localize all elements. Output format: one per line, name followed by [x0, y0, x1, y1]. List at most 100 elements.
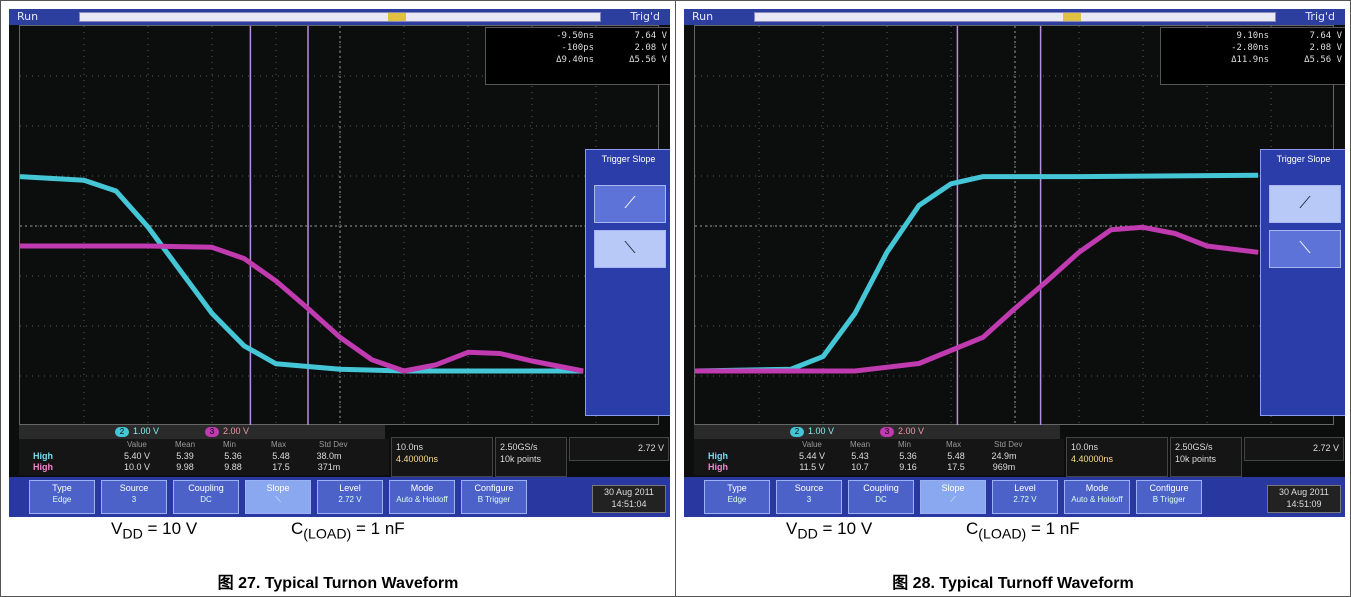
- rising-edge-icon: ⟋: [1299, 195, 1311, 212]
- status-bar: Run Trig'd: [684, 9, 1345, 25]
- cursor-b-time: -100ps: [561, 43, 594, 53]
- stat-cell: 24.9m: [991, 451, 1017, 461]
- run-status: Run: [692, 10, 714, 23]
- level-button-label: Level: [339, 483, 361, 493]
- oscilloscope-screen: Run Trig'd 9.10ns 7.64 V -2.80ns 2.08 V Δ1…: [684, 9, 1345, 517]
- trigger-slope-menu: Trigger Slope ⟋ ⟍: [1260, 149, 1345, 416]
- cursor-delta-time: Δ11.9ns: [1231, 55, 1269, 65]
- sample-rate: 2.50GS/s: [1175, 442, 1213, 452]
- record-view-bar: [754, 12, 1276, 22]
- source-button[interactable]: Source 3: [101, 480, 167, 514]
- condition-labels: VDD = 10 V C(LOAD) = 1 nF: [676, 517, 1350, 547]
- graticule: [694, 25, 1335, 426]
- stat-header: Std Dev: [319, 440, 348, 449]
- configure-button-value: B Trigger: [1152, 495, 1186, 504]
- level-button[interactable]: Level 2.72 V: [317, 480, 383, 514]
- stat-cell: 5.48: [272, 451, 290, 461]
- trigger-slope-title: Trigger Slope: [1276, 154, 1331, 164]
- stat-cell: 17.5: [272, 462, 290, 472]
- channel-3-trace: [695, 224, 1259, 374]
- horizontal-scale: 10.0ns: [396, 442, 424, 452]
- cursor-delta-volt: Δ5.56 V: [1304, 55, 1342, 65]
- coupling-button[interactable]: Coupling DC: [173, 480, 239, 514]
- stat-cell: 38.0m: [316, 451, 342, 461]
- configure-button-label: Configure: [1149, 483, 1189, 493]
- stat-cell: 969m: [992, 462, 1016, 472]
- vdd-label: VDD = 10 V: [786, 519, 872, 542]
- cload-value: = 1 nF: [1031, 519, 1080, 538]
- level-button[interactable]: Level 2.72 V: [992, 480, 1058, 514]
- stat-row-label: High: [708, 451, 728, 461]
- mode-button-label: Mode: [1085, 483, 1109, 493]
- trigger-status: Trig'd: [630, 10, 660, 23]
- slope-rising-option[interactable]: ⟋: [594, 185, 666, 223]
- stat-header: Mean: [850, 440, 871, 449]
- trigger-status: Trig'd: [1305, 10, 1335, 23]
- falling-edge-icon: ⟍: [624, 240, 636, 257]
- date: 30 Aug 2011: [604, 487, 654, 497]
- slope-rising-option[interactable]: ⟋: [1269, 185, 1341, 223]
- slope-falling-option[interactable]: ⟍: [594, 230, 666, 268]
- slope-falling-option[interactable]: ⟍: [1269, 230, 1341, 268]
- stat-cell: 5.36: [224, 451, 242, 461]
- type-button[interactable]: Type Edge: [29, 480, 95, 514]
- source-button[interactable]: Source 3: [776, 480, 842, 514]
- cursor-b-volt: 2.08 V: [634, 43, 667, 53]
- stat-header: Value: [802, 440, 822, 449]
- trigger-position-marker: [1063, 13, 1081, 21]
- configure-button[interactable]: Configure B Trigger: [461, 480, 527, 514]
- level-button-value: 2.72 V: [338, 495, 362, 504]
- horizontal-delay: 4.40000ns: [396, 454, 439, 464]
- stat-cell: 5.40 V: [123, 451, 151, 461]
- stat-cell: 17.5: [947, 462, 965, 472]
- stat-header: Mean: [175, 440, 196, 449]
- type-button[interactable]: Type Edge: [704, 480, 770, 514]
- cursor-a-volt: 7.64 V: [634, 31, 667, 41]
- waveform-plot: [695, 26, 1335, 426]
- rising-edge-icon: ⟋: [624, 195, 636, 212]
- vdd-sub: DD: [122, 526, 143, 543]
- vdd-prefix: V: [786, 519, 798, 538]
- coupling-button[interactable]: Coupling DC: [848, 480, 914, 514]
- source-button-value: 3: [131, 495, 137, 504]
- channel-3-trace: [20, 243, 584, 374]
- slope-button[interactable]: Slope ⟍: [245, 480, 311, 514]
- horizontal-readout: 10.0ns 4.40000ns: [391, 437, 493, 477]
- trigger-readout: 2.72 V: [569, 437, 669, 461]
- slope-button[interactable]: Slope ⟋: [920, 480, 986, 514]
- mode-button-value: Auto & Holdoff: [396, 495, 448, 504]
- trigger-readout: 2.72 V: [1244, 437, 1344, 461]
- waveform-plot: [20, 26, 660, 426]
- stat-cell: 10.0 V: [123, 462, 151, 472]
- cload-sub: (LOAD): [303, 526, 352, 543]
- cload-prefix: C: [291, 519, 304, 538]
- level-button-value: 2.72 V: [1013, 495, 1037, 504]
- cload-sub: (LOAD): [978, 526, 1027, 543]
- trigger-slope-title: Trigger Slope: [601, 154, 656, 164]
- figure-panel-28: Run Trig'd 9.10ns 7.64 V -2.80ns 2.08 V Δ1…: [676, 0, 1351, 597]
- configure-button[interactable]: Configure B Trigger: [1136, 480, 1202, 514]
- stat-row-label: High: [33, 451, 53, 461]
- stat-cell: 9.88: [224, 462, 242, 472]
- stat-header: Min: [223, 440, 236, 449]
- stat-header: Value: [127, 440, 147, 449]
- time: 14:51:09: [1286, 499, 1322, 509]
- channel-scale-strip: 2 1.00 V 3 2.00 V: [19, 425, 385, 439]
- stat-cell: 9.98: [176, 462, 194, 472]
- mode-button[interactable]: Mode Auto & Holdoff: [1064, 480, 1130, 514]
- trigger-level-readout: 2.72 V: [1312, 443, 1339, 453]
- measurement-stats: Value Mean Min Max Std Dev High 5.40 V 5…: [19, 439, 389, 475]
- stat-header: Max: [271, 440, 287, 449]
- coupling-button-value: DC: [200, 495, 212, 504]
- measurement-stats: Value Mean Min Max Std Dev High 5.44 V 5…: [694, 439, 1064, 475]
- coupling-button-label: Coupling: [188, 483, 224, 493]
- stat-cell: 5.43: [851, 451, 869, 461]
- channel-3-badge: 3: [205, 427, 219, 437]
- stat-cell: 371m: [317, 462, 341, 472]
- source-button-label: Source: [794, 483, 824, 493]
- configure-button-value: B Trigger: [477, 495, 511, 504]
- stat-row-label: High: [33, 462, 53, 472]
- channel-scale-strip: 2 1.00 V 3 2.00 V: [694, 425, 1060, 439]
- mode-button[interactable]: Mode Auto & Holdoff: [389, 480, 455, 514]
- cursor-readout: -9.50ns 7.64 V -100ps 2.08 V Δ9.40ns Δ5.56 …: [485, 27, 670, 85]
